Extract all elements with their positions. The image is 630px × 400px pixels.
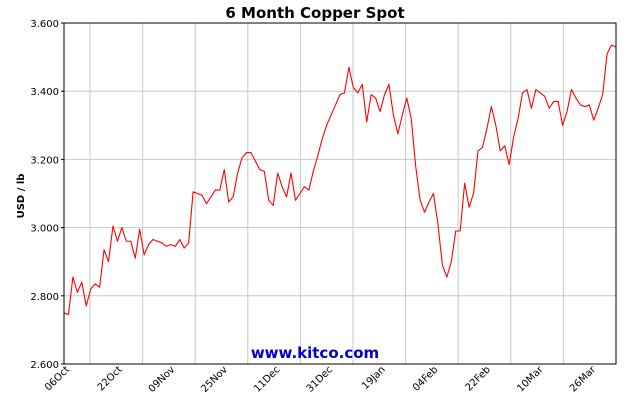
plot-frame [63,22,617,365]
x-tick-label: 11Dec [252,364,282,394]
series-layer [63,44,617,316]
x-tick-label: 09Nov [147,364,178,395]
y-axis-label: USD / lb [16,174,27,219]
x-tick-label: 19Jan [360,364,388,392]
y-tick-label: 3.400 [30,87,59,98]
y-tick-label: 3.000 [30,224,59,235]
x-tick-label: 25Nov [199,364,230,395]
y-axis-ticks: 2.600 2.800 3.000 3.200 3.400 3.600 [30,19,64,371]
chart-title: 6 Month Copper Spot [225,4,404,22]
y-tick-label: 2.600 [30,360,59,371]
y-tick-label: 2.800 [30,292,59,303]
x-tick-label: 31Dec [305,364,335,394]
watermark-text: www.kitco.com [251,344,379,362]
grid-lines [64,22,617,365]
y-tick-label: 3.200 [30,155,59,166]
x-tick-label: 22Oct [96,364,125,393]
series-line [63,44,617,316]
x-tick-label: 10Mar [515,364,546,395]
x-axis-ticks: 06Oct 22Oct 09Nov 25Nov 11Dec 31Dec 19Jan 04Feb… [43,364,599,395]
x-tick-label: 04Feb [411,364,440,393]
x-tick-label: 26Mar [568,364,599,395]
y-tick-label: 3.600 [30,19,59,30]
x-tick-label: 22Feb [464,364,493,393]
